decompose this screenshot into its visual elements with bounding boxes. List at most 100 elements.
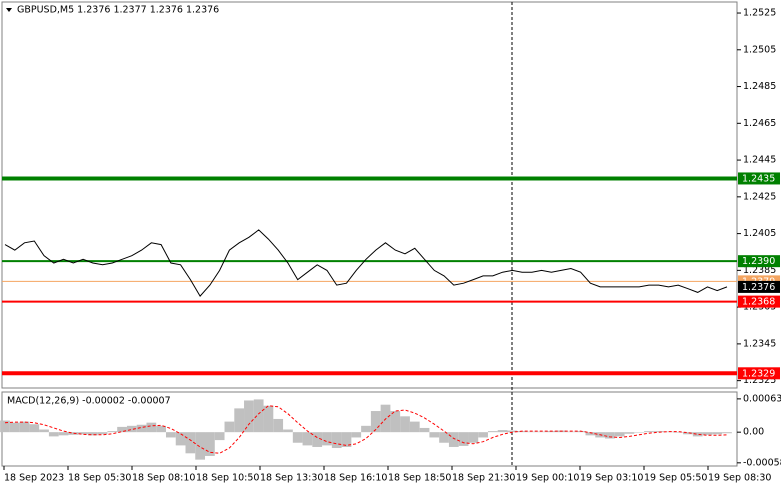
macd-bar	[322, 432, 332, 446]
macd-bar	[575, 431, 586, 433]
macd-bar	[663, 431, 674, 433]
x-tick-label: 19 Sep 03:10	[580, 473, 643, 484]
level-label: 1.2435	[742, 173, 775, 184]
x-tick-label: 18 Sep 13:30	[260, 473, 323, 484]
macd-bar	[487, 431, 498, 433]
macd-bar	[448, 432, 459, 447]
macd-bar	[39, 429, 49, 433]
macd-bar	[497, 430, 508, 433]
macd-bar	[653, 431, 664, 433]
macd-bar	[48, 432, 59, 437]
macd-bar	[29, 424, 40, 433]
level-label-box	[738, 295, 780, 308]
macd-bar	[87, 432, 98, 436]
macd-bar	[351, 432, 362, 438]
level-label-box	[738, 255, 780, 268]
macd-bar	[214, 432, 225, 441]
y-tick-label: 1.2385	[743, 265, 776, 276]
macd-bar	[205, 432, 215, 456]
macd-bar	[458, 432, 469, 446]
level-label-box	[738, 367, 780, 380]
price-line	[4, 229, 728, 297]
macd-bar	[468, 432, 479, 443]
macd-bar	[292, 432, 303, 443]
level-label: 1.2390	[742, 256, 775, 267]
macd-bar	[19, 421, 30, 433]
y-tick-label: 1.2325	[743, 375, 776, 386]
macd-bar	[361, 425, 371, 433]
macd-bar	[419, 427, 430, 433]
macd-bar	[722, 432, 732, 434]
macd-bar	[312, 432, 323, 447]
macd-bar	[585, 432, 596, 436]
macd-bar	[146, 422, 157, 433]
chart-title: GBPUSD,M5 1.2376 1.2377 1.2376 1.2376	[17, 5, 219, 16]
x-tick-label: 18 Sep 05:30	[68, 473, 131, 484]
y-tick-label: -0.00058	[743, 457, 781, 468]
macd-bar	[624, 432, 635, 434]
x-tick-label: 19 Sep 05:50	[644, 473, 707, 484]
macd-bar	[263, 405, 274, 433]
macd-bar	[273, 418, 284, 433]
macd-bar	[9, 422, 20, 433]
x-tick-label: 18 Sep 08:10	[132, 473, 195, 484]
y-tick-label: 1.2345	[743, 338, 776, 349]
macd-bar	[253, 399, 264, 433]
macd-bar	[644, 431, 654, 433]
macd-bar	[117, 426, 127, 433]
level-label: 1.2368	[742, 297, 775, 308]
macd-bar	[370, 411, 381, 433]
macd-bar	[0, 420, 10, 433]
level-label: 1.2329	[742, 368, 775, 379]
macd-bar	[175, 432, 186, 446]
y-tick-label: 1.2445	[743, 155, 776, 166]
macd-bar	[78, 432, 88, 435]
y-tick-label: 1.2425	[743, 191, 776, 202]
macd-bar	[185, 432, 196, 454]
macd-bar	[58, 432, 69, 436]
macd-bar	[283, 429, 293, 433]
macd-bar	[683, 432, 693, 435]
macd-bar	[605, 432, 615, 439]
macd-bar	[634, 432, 645, 433]
y-tick-label: 1.2465	[743, 118, 776, 129]
collapse-icon[interactable]	[6, 8, 12, 12]
level-label: 1.2376	[742, 282, 775, 293]
macd-bar	[702, 432, 713, 435]
y-tick-label: 1.2485	[743, 81, 776, 92]
macd-bar	[244, 400, 254, 433]
macd-bar	[224, 421, 235, 433]
macd-bar	[156, 425, 166, 433]
x-tick-label: 18 Sep 21:30	[452, 473, 515, 484]
macd-bar	[536, 431, 547, 433]
macd-bar	[341, 432, 352, 447]
x-tick-label: 18 Sep 10:50	[196, 473, 259, 484]
level-label-box	[738, 280, 780, 293]
macd-bar	[165, 432, 176, 438]
macd-bar	[126, 425, 137, 433]
main-frame	[1, 1, 738, 389]
macd-bar	[507, 430, 518, 433]
macd-bar	[673, 432, 684, 433]
macd-bar	[400, 416, 410, 433]
y-tick-label: 1.2405	[743, 228, 776, 239]
macd-bar	[712, 432, 723, 435]
y-tick-label: 1.2525	[743, 8, 776, 19]
signal-line	[4, 405, 728, 454]
x-tick-label: 18 Sep 16:10	[324, 473, 387, 484]
macd-bar	[429, 432, 440, 438]
y-tick-label: 0.00063	[743, 393, 781, 404]
macd-bar	[302, 432, 313, 446]
macd-bar	[390, 411, 401, 433]
macd-bar	[439, 432, 449, 443]
macd-bar	[692, 432, 703, 437]
x-tick-label: 19 Sep 08:30	[708, 473, 771, 484]
macd-bar	[331, 432, 342, 449]
y-tick-label: 1.2505	[743, 44, 776, 55]
macd-bar	[107, 431, 118, 433]
x-tick-label: 18 Sep 2023	[4, 473, 64, 484]
macd-bar	[195, 432, 206, 460]
macd-bar	[409, 421, 420, 433]
